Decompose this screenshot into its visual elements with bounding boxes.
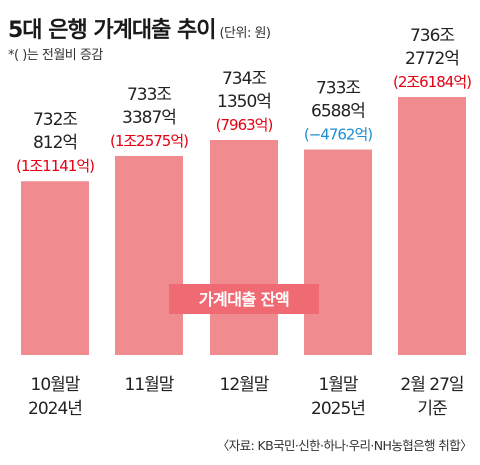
value-label-billion: 2772억 xyxy=(405,49,459,69)
value-label-trillion: 734조 xyxy=(222,69,266,89)
bar-1 xyxy=(115,155,183,355)
unit-label: (단위: 원) xyxy=(219,26,271,41)
category-label: 2월 27일 xyxy=(400,375,463,395)
bar-3 xyxy=(304,149,372,355)
value-label-billion: 1350억 xyxy=(217,92,271,112)
source-note: 〈자료: KB국민·신한·하나·우리·NH농협은행 취합〉 xyxy=(216,438,473,453)
change-label: (2조6184억) xyxy=(393,73,471,91)
bar-4 xyxy=(398,97,466,355)
bar-0 xyxy=(21,181,89,355)
category-sublabel: 2024년 xyxy=(28,399,82,419)
value-label-trillion: 733조 xyxy=(127,85,171,105)
title-block: 5대 은행 가계대출 추이 (단위: 원) xyxy=(8,12,271,44)
change-label: (7963억) xyxy=(216,116,273,134)
category-sublabel: 2025년 xyxy=(311,399,365,419)
category-label: 11월말 xyxy=(125,375,175,395)
bar-2 xyxy=(210,139,278,355)
change-label: (1조1141억) xyxy=(16,157,94,175)
value-label-trillion: 736조 xyxy=(410,26,454,46)
value-label-trillion: 732조 xyxy=(33,110,77,130)
change-label: (−4762억) xyxy=(304,126,372,144)
change-label: (1조2575억) xyxy=(110,132,188,150)
category-label: 1월말 xyxy=(318,375,358,395)
value-label-billion: 3387억 xyxy=(122,108,176,128)
series-tag-bg xyxy=(169,284,319,314)
series-tag: 가계대출 잔액 xyxy=(199,290,289,309)
value-label-billion: 812억 xyxy=(33,133,77,153)
category-label: 12월말 xyxy=(220,375,270,395)
chart-note: *( )는 전월비 증감 xyxy=(8,48,103,63)
category-sublabel: 기준 xyxy=(417,399,447,419)
category-label: 10월말 xyxy=(31,375,81,395)
chart-title: 5대 은행 가계대출 추이 xyxy=(8,18,216,43)
value-label-trillion: 733조 xyxy=(316,79,360,99)
value-label-billion: 6588억 xyxy=(311,102,365,122)
